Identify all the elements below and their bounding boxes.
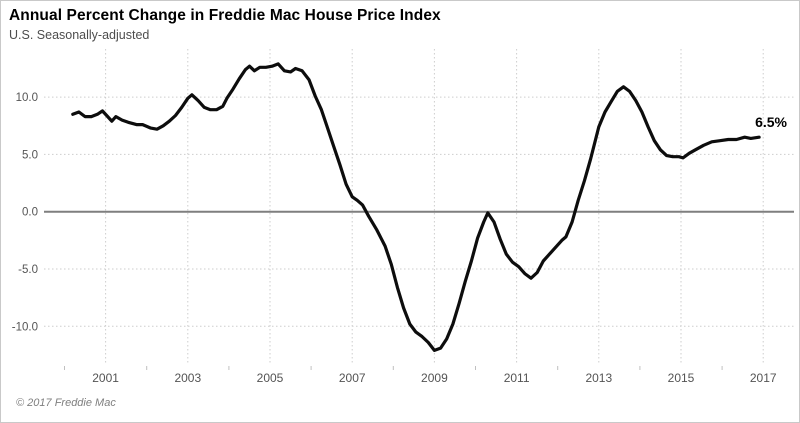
y-tick-label: -5.0	[18, 264, 38, 276]
y-tick-label: -10.0	[12, 321, 38, 333]
x-tick-label: 2005	[257, 371, 284, 385]
y-tick-label: 10.0	[16, 92, 38, 104]
x-tick-label: 2007	[339, 371, 366, 385]
copyright-note: © 2017 Freddie Mac	[16, 397, 116, 409]
y-tick-label: 0.0	[22, 207, 38, 219]
chart-title: Annual Percent Change in Freddie Mac Hou…	[9, 7, 441, 24]
x-tick-label: 2003	[174, 371, 201, 385]
y-tick-label: 5.0	[22, 149, 38, 161]
data-line	[71, 62, 761, 352]
x-tick-label: 2017	[750, 371, 777, 385]
x-tick-label: 2001	[92, 371, 119, 385]
latest-value-label: 6.5%	[755, 114, 787, 131]
x-tick-label: 2011	[504, 371, 530, 385]
x-tick-label: 2015	[668, 371, 695, 385]
chart-subtitle: U.S. Seasonally-adjusted	[9, 28, 150, 42]
x-tick-label: 2013	[585, 371, 612, 385]
x-tick-label: 2009	[421, 371, 448, 385]
